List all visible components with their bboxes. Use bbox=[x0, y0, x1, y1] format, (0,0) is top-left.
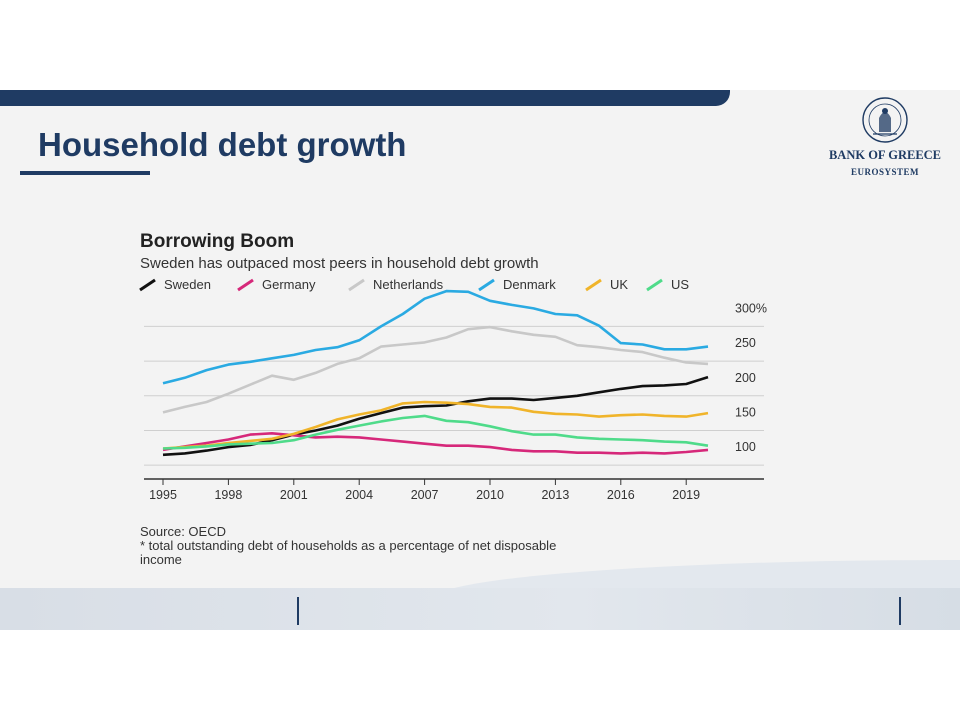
bank-subname: EUROSYSTEM bbox=[850, 167, 919, 177]
chart-series bbox=[162, 289, 709, 457]
header-bar bbox=[0, 90, 730, 106]
x-tick-label: 1995 bbox=[149, 488, 177, 502]
legend-label: UK bbox=[610, 277, 628, 292]
series-line-germany bbox=[162, 431, 709, 455]
x-tick-label: 1998 bbox=[214, 488, 242, 502]
legend-swatch bbox=[478, 278, 495, 292]
y-tick-label: 150 bbox=[735, 405, 756, 419]
y-tick-label: 300% bbox=[735, 301, 767, 315]
x-tick-label: 2010 bbox=[476, 488, 504, 502]
bank-seal-logo bbox=[862, 97, 908, 143]
legend-label: Denmark bbox=[503, 277, 556, 292]
footer-band bbox=[0, 588, 960, 630]
legend-label: Netherlands bbox=[373, 277, 444, 292]
y-tick-label: 250 bbox=[735, 336, 756, 350]
chart-source: Source: OECD bbox=[140, 524, 226, 539]
page-title: Household debt growth bbox=[38, 126, 407, 163]
x-tick-label: 2001 bbox=[280, 488, 308, 502]
bank-name: BANK OF GREECE bbox=[828, 148, 942, 162]
slide-background bbox=[0, 90, 960, 630]
legend-swatch bbox=[585, 278, 602, 292]
legend-swatch bbox=[139, 278, 156, 292]
legend-swatch bbox=[348, 278, 365, 292]
legend-label: Sweden bbox=[164, 277, 211, 292]
x-tick-label: 2004 bbox=[345, 488, 373, 502]
top-margin bbox=[0, 0, 960, 90]
series-line-denmark bbox=[162, 289, 709, 385]
series-line-netherlands bbox=[162, 325, 709, 414]
legend-label: US bbox=[671, 277, 689, 292]
chart-gridlines bbox=[144, 325, 764, 480]
chart-footnote-line2: income bbox=[140, 552, 182, 567]
x-tick-label: 2007 bbox=[411, 488, 439, 502]
footer-divider-right bbox=[899, 597, 901, 625]
series-line-us bbox=[162, 414, 709, 450]
title-underline bbox=[20, 171, 150, 175]
legend-swatch bbox=[237, 278, 254, 292]
x-tick-label: 2019 bbox=[672, 488, 700, 502]
footer-divider-left bbox=[297, 597, 299, 625]
series-line-uk bbox=[162, 400, 709, 450]
x-axis-ticks: 1995 1998 2001 2004 2007 2010 2013 2016 2019 bbox=[149, 479, 700, 502]
chart-footnote-line1: * total outstanding debt of households a… bbox=[140, 538, 556, 553]
legend-swatch bbox=[646, 278, 663, 292]
y-axis-ticks: 100 150 200 250 300% bbox=[735, 301, 767, 454]
y-tick-label: 200 bbox=[735, 371, 756, 385]
chart-subtitle: Sweden has outpaced most peers in househ… bbox=[140, 255, 539, 272]
y-tick-label: 100 bbox=[735, 440, 756, 454]
chart-legend: Sweden Germany Netherlands Denmark UK US bbox=[139, 277, 689, 292]
legend-label: Germany bbox=[262, 277, 316, 292]
x-tick-label: 2013 bbox=[541, 488, 569, 502]
chart-title: Borrowing Boom bbox=[140, 231, 294, 252]
x-tick-label: 2016 bbox=[607, 488, 635, 502]
